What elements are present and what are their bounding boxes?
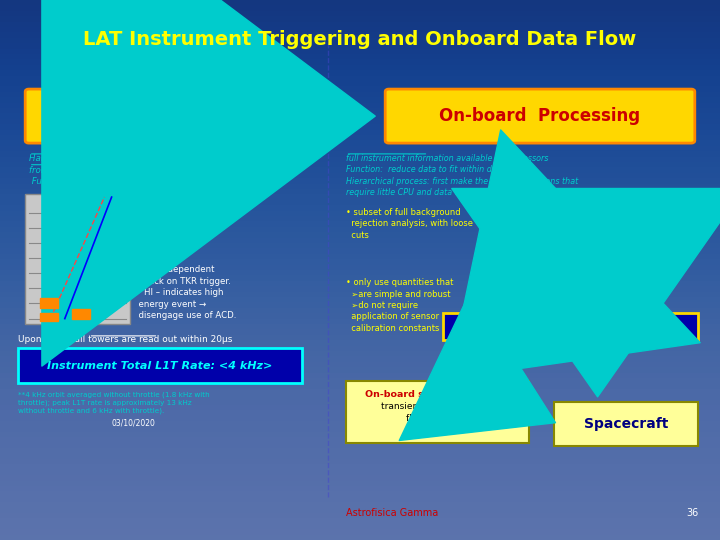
Text: Level 1 Trigger: Level 1 Trigger [67, 107, 207, 125]
Text: • complete event
  information: • complete event information [526, 208, 599, 228]
Text: Spacecraft: Spacecraft [584, 417, 669, 431]
FancyBboxPatch shape [554, 402, 698, 446]
Text: Upon a L1T, all towers are read out within 20μs: Upon a L1T, all towers are read out with… [18, 335, 233, 344]
FancyBboxPatch shape [25, 194, 130, 324]
Text: workhorse γ trigger: workhorse γ trigger [137, 219, 225, 228]
FancyArrowPatch shape [42, 0, 375, 366]
Text: LAT Instrument Triggering and Onboard Data Flow: LAT Instrument Triggering and Onboard Da… [84, 30, 636, 49]
FancyBboxPatch shape [443, 313, 698, 340]
Bar [40, 298, 58, 308]
FancyBboxPatch shape [346, 381, 529, 443]
Text: (average event
size: ~8-10 kbits): (average event size: ~8-10 kbits) [539, 343, 606, 363]
Bar [72, 309, 90, 319]
Text: Instrument Total L1T Rate: <4 kHz>: Instrument Total L1T Rate: <4 kHz> [47, 361, 273, 370]
Text: Total L3T Rate: <25-30 Hz>: Total L3T Rate: <25-30 Hz> [490, 322, 652, 332]
Text: **4 kHz orbit averaged without throttle (1.8 kHz with
throttle); peak L1T rate i: **4 kHz orbit averaged without throttle … [18, 392, 210, 415]
FancyBboxPatch shape [385, 89, 695, 143]
Text: 03/10/2020: 03/10/2020 [112, 418, 156, 428]
Text: • only use quantities that
  ➢are simple and robust
  ➢do not require
  applicat: • only use quantities that ➢are simple a… [346, 278, 453, 333]
Text: On-board science analysis:: On-board science analysis: [366, 390, 508, 399]
Text: On-board  Processing: On-board Processing [439, 107, 641, 125]
Text: Hardware trigger based on special signals
from each tower; initiates readout
 Fu: Hardware trigger based on special signal… [29, 154, 210, 210]
FancyArrowPatch shape [400, 290, 556, 441]
FancyArrowPatch shape [449, 130, 700, 379]
Text: OR: OR [152, 239, 172, 252]
Text: • CAL:
  LO – independent
  check on TKR trigger.
    HI – indicates high
  ener: • CAL: LO – independent check on TKR tri… [133, 254, 237, 320]
Text: Astrofisica Gamma: Astrofisica Gamma [346, 508, 438, 518]
Bar [40, 313, 58, 321]
Text: • TKR 3 x-y pair
planes in a row: • TKR 3 x-y pair planes in a row [137, 197, 208, 218]
FancyArrowPatch shape [451, 188, 720, 397]
Text: • subset of full background
  rejection analysis, with loose
  cuts: • subset of full background rejection an… [346, 208, 472, 240]
Text: 36: 36 [686, 508, 698, 518]
Text: • signal/bkgd tunable,
  depending on analysis
  cuts:: • signal/bkgd tunable, depending on anal… [526, 259, 626, 291]
FancyBboxPatch shape [25, 89, 248, 143]
FancyBboxPatch shape [18, 348, 302, 383]
Text: full instrument information available to processors
Function:  reduce data to fi: full instrument information available to… [346, 154, 578, 197]
Text: transient detection (AGN
flares, bursts): transient detection (AGN flares, bursts) [381, 402, 493, 423]
